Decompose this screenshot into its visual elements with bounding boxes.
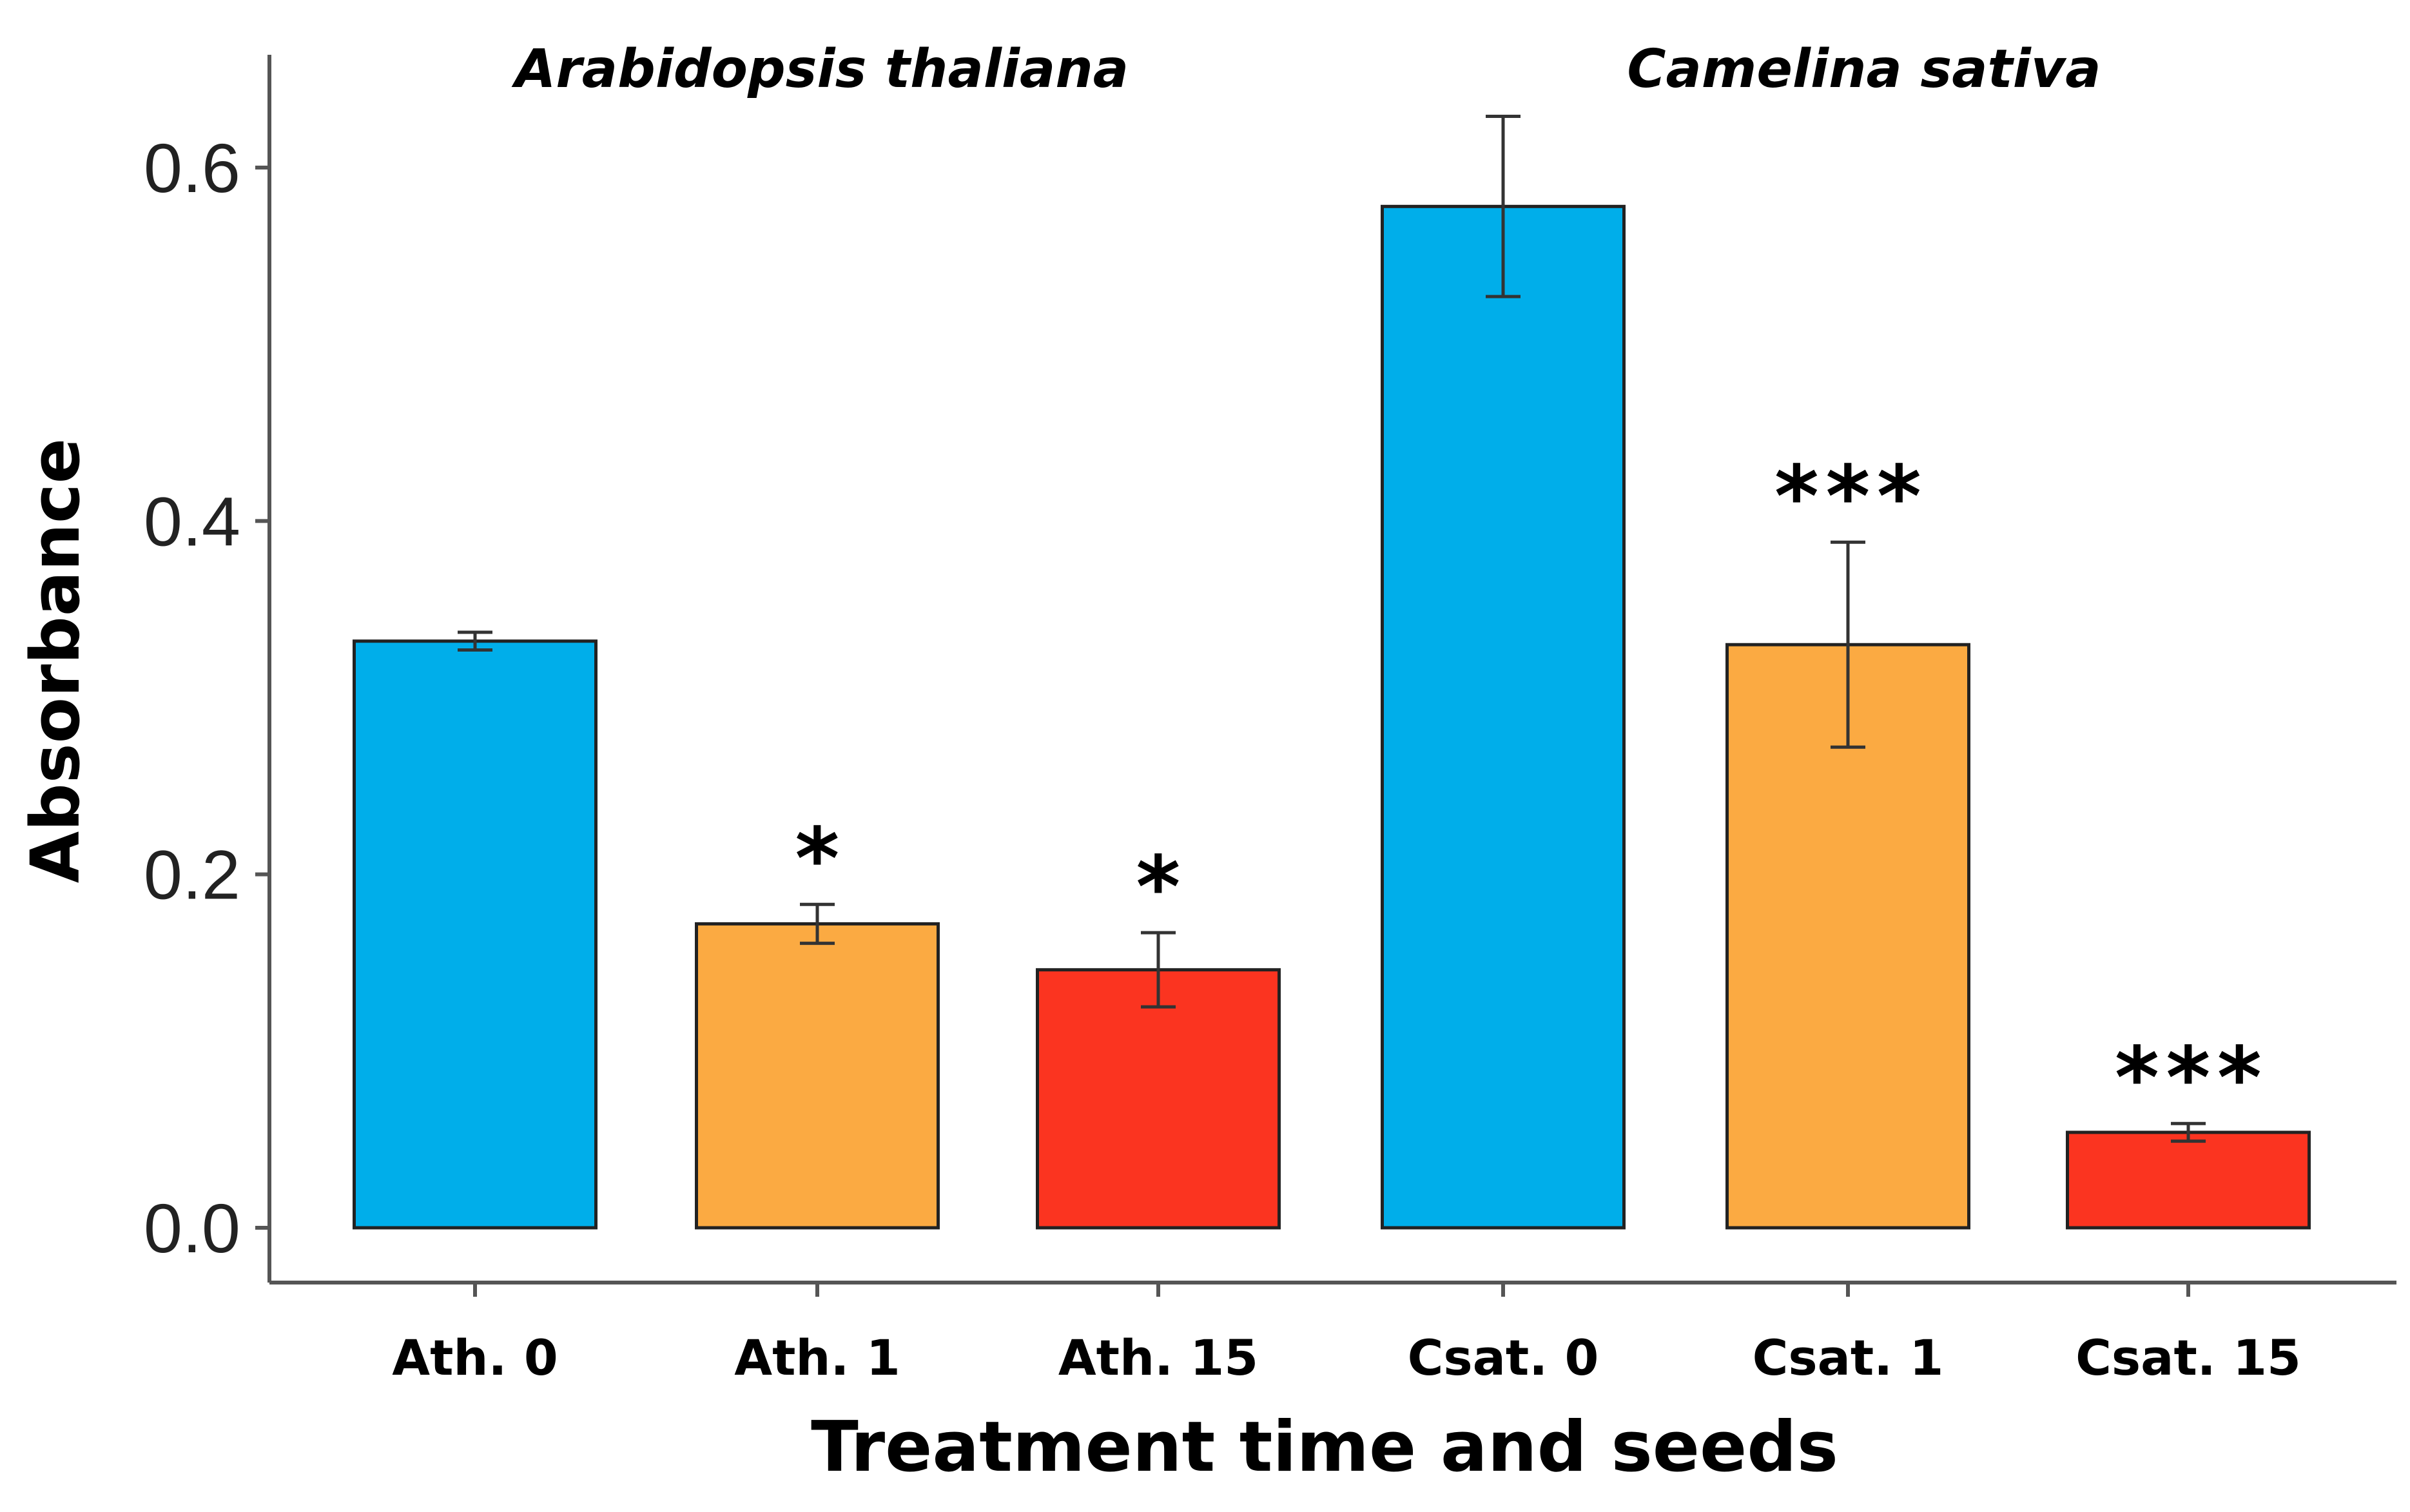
x-tick-label: Ath. 0 — [392, 1329, 558, 1386]
significance-marker: * — [792, 809, 842, 909]
error-bar — [1141, 931, 1176, 1009]
x-tick-label: Csat. 1 — [1753, 1329, 1944, 1386]
bar-csat-0 — [1381, 204, 1626, 1230]
y-tick-label: 0.4 — [144, 482, 240, 560]
bar-ath-0 — [353, 639, 598, 1230]
error-bar — [1831, 540, 1865, 749]
x-tick-label: Csat. 0 — [1408, 1329, 1599, 1386]
bar-ath-1 — [695, 922, 940, 1230]
x-axis-title: Treatment time and seeds — [811, 1407, 1838, 1488]
error-bar — [458, 630, 492, 652]
x-tick-label: Csat. 15 — [2075, 1329, 2301, 1386]
y-tick-label: 0.2 — [144, 836, 240, 914]
significance-marker: *** — [2112, 1029, 2265, 1128]
y-tick-label: 0.0 — [144, 1189, 240, 1267]
error-bar — [1486, 114, 1521, 298]
bars — [353, 204, 2311, 1230]
significance-markers: * ******* — [792, 447, 2265, 1128]
error-bars — [458, 114, 2206, 1143]
x-tick-label: Ath. 15 — [1058, 1329, 1258, 1386]
y-axis-ticks: 0.0 0.2 0.4 0.6 — [144, 129, 269, 1267]
x-tick-label: Ath. 1 — [734, 1329, 900, 1386]
group-label: Camelina sativa — [1627, 39, 2101, 100]
error-bar — [800, 902, 835, 945]
group-labels: Arabidopsis thaliana Camelina sativa — [511, 39, 2101, 100]
bar-ath-15 — [1036, 968, 1281, 1230]
y-tick-label: 0.6 — [144, 129, 240, 207]
group-label: Arabidopsis thaliana — [511, 39, 1129, 100]
axes — [267, 55, 2396, 1284]
significance-marker: * — [1132, 838, 1183, 937]
bar-csat-15 — [2066, 1130, 2311, 1230]
y-axis-title: Absorbance — [16, 438, 95, 883]
x-axis-categories: Ath. 0 Ath. 1 Ath. 15 Csat. 0 Csat. 1 Csat. 1… — [392, 1283, 2301, 1386]
significance-marker: *** — [1771, 447, 1925, 547]
error-bar — [2171, 1121, 2206, 1143]
